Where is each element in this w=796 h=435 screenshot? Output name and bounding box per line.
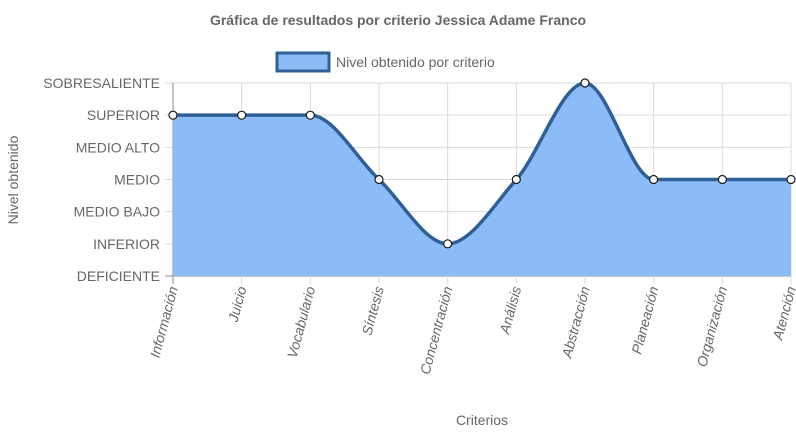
legend-label[interactable]: Nivel obtenido por criterio bbox=[336, 54, 495, 70]
y-tick-label: SOBRESALIENTE bbox=[43, 75, 160, 91]
x-tick-label: Juicio bbox=[225, 284, 250, 324]
x-tick-label: Organización bbox=[693, 284, 730, 368]
data-point bbox=[168, 110, 178, 120]
x-tick-label: Atención bbox=[769, 284, 796, 342]
y-axis-title: Nivel obtenido bbox=[5, 135, 21, 224]
series-area-fill bbox=[173, 83, 791, 276]
y-tick-label: MEDIO BAJO bbox=[74, 204, 160, 220]
chart-title: Gráfica de resultados por criterio Jessi… bbox=[210, 12, 586, 28]
x-axis-ticks: Información Juicio Vocabulario Síntesis Conc… bbox=[147, 284, 796, 376]
series bbox=[173, 81, 791, 276]
data-point bbox=[786, 174, 796, 185]
x-tick-label: Concentración bbox=[417, 284, 456, 376]
y-tick-label: MEDIO ALTO bbox=[76, 139, 160, 155]
data-point bbox=[580, 78, 590, 88]
x-tick-label: Abstracción bbox=[558, 284, 593, 360]
data-point bbox=[717, 174, 727, 185]
data-point bbox=[305, 110, 315, 120]
x-tick-label: Síntesis bbox=[359, 285, 387, 337]
data-point bbox=[511, 174, 521, 185]
x-tick-label: Análisis bbox=[496, 285, 524, 337]
y-tick-label: SUPERIOR bbox=[87, 107, 160, 123]
data-point bbox=[649, 174, 659, 185]
x-tick-label: Planeación bbox=[628, 284, 661, 355]
x-tick-label: Vocabulario bbox=[284, 284, 319, 359]
y-tick-label: DEFICIENTE bbox=[77, 268, 160, 284]
data-point bbox=[237, 110, 247, 120]
y-axis-ticks: DEFICIENTE INFERIOR MEDIO BAJO MEDIO MEDIO A… bbox=[43, 75, 160, 284]
series-line bbox=[173, 81, 791, 246]
data-points bbox=[168, 78, 796, 249]
legend[interactable]: Nivel obtenido por criterio bbox=[275, 51, 495, 73]
x-axis-title: Criterios bbox=[456, 412, 508, 428]
y-tick-label: INFERIOR bbox=[93, 236, 160, 252]
data-point bbox=[374, 174, 384, 185]
y-tick-label: MEDIO bbox=[114, 172, 160, 188]
x-tick-label: Información bbox=[147, 284, 181, 359]
legend-swatch[interactable] bbox=[275, 51, 331, 73]
data-point bbox=[443, 239, 453, 249]
